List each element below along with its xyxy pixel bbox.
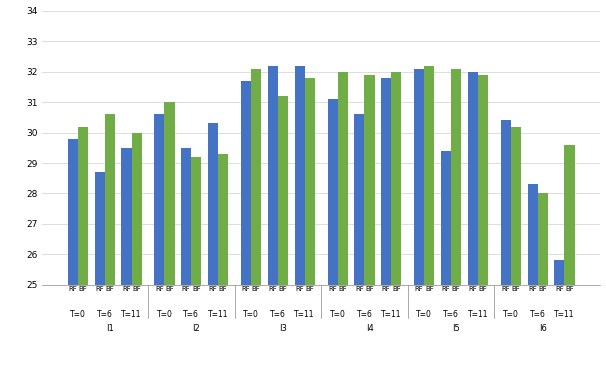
Text: I6: I6 — [539, 324, 547, 333]
Bar — [208, 123, 218, 365]
Bar — [414, 69, 424, 365]
Bar — [251, 69, 261, 365]
Text: T=0: T=0 — [330, 310, 345, 319]
Bar — [381, 78, 391, 365]
Bar — [241, 81, 251, 365]
Bar — [121, 148, 132, 365]
Text: T=6: T=6 — [530, 310, 545, 319]
Bar — [338, 72, 348, 365]
Bar — [95, 172, 105, 365]
Text: I5: I5 — [452, 324, 460, 333]
Text: T=6: T=6 — [97, 310, 113, 319]
Text: T=6: T=6 — [184, 310, 199, 319]
Bar — [132, 132, 142, 365]
Bar — [501, 120, 511, 365]
Text: T=11: T=11 — [295, 310, 315, 319]
Text: T=11: T=11 — [554, 310, 574, 319]
Text: T=0: T=0 — [503, 310, 519, 319]
Bar — [538, 193, 548, 365]
Text: T=11: T=11 — [468, 310, 488, 319]
Bar — [164, 102, 175, 365]
Text: T=0: T=0 — [156, 310, 173, 319]
Text: I1: I1 — [106, 324, 114, 333]
Bar — [451, 69, 461, 365]
Text: I2: I2 — [193, 324, 200, 333]
Bar — [364, 75, 375, 365]
Bar — [78, 127, 88, 365]
Bar — [181, 148, 191, 365]
Text: T=0: T=0 — [243, 310, 259, 319]
Bar — [295, 66, 305, 365]
Text: T=11: T=11 — [381, 310, 402, 319]
Text: T=0: T=0 — [416, 310, 432, 319]
Bar — [105, 114, 115, 365]
Bar — [564, 145, 574, 365]
Text: T=6: T=6 — [356, 310, 373, 319]
Bar — [478, 75, 488, 365]
Text: T=0: T=0 — [70, 310, 86, 319]
Bar — [191, 157, 201, 365]
Bar — [68, 139, 78, 365]
Bar — [441, 151, 451, 365]
Bar — [554, 260, 564, 365]
Bar — [355, 114, 364, 365]
Bar — [511, 127, 521, 365]
Bar — [468, 72, 478, 365]
Bar — [391, 72, 401, 365]
Text: I4: I4 — [365, 324, 373, 333]
Bar — [155, 114, 164, 365]
Text: I3: I3 — [279, 324, 287, 333]
Bar — [305, 78, 315, 365]
Text: T=11: T=11 — [121, 310, 142, 319]
Bar — [268, 66, 278, 365]
Text: T=6: T=6 — [270, 310, 286, 319]
Text: T=6: T=6 — [443, 310, 459, 319]
Bar — [218, 154, 228, 365]
Text: T=11: T=11 — [208, 310, 228, 319]
Bar — [527, 184, 538, 365]
Bar — [424, 66, 435, 365]
Bar — [278, 96, 288, 365]
Bar — [327, 99, 338, 365]
